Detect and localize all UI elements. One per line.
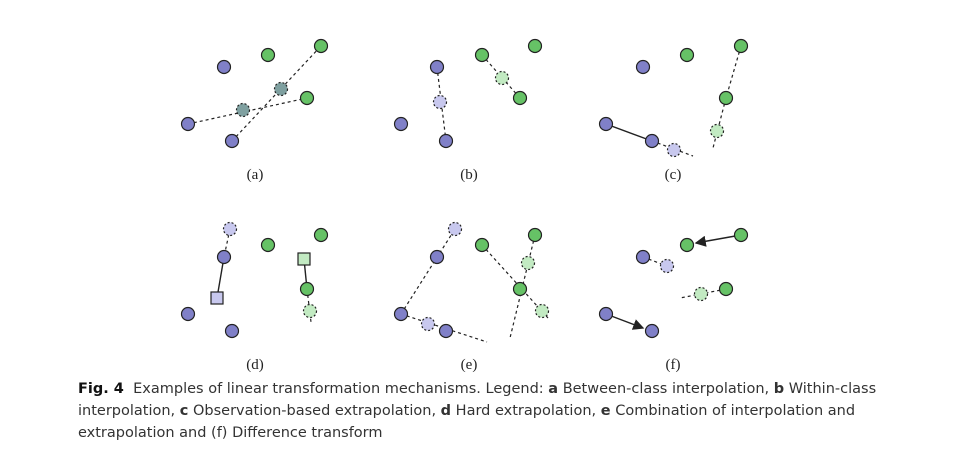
caption-intro: Examples of linear transformation mechan… [133, 381, 549, 397]
caption-item-text-b: Within-class interpolation, [78, 381, 877, 419]
caption-item-label-c: c [179, 403, 189, 419]
caption-item-label-d: d [440, 403, 452, 419]
caption-item-text-a: Between-class interpolation, [562, 381, 774, 397]
figure-canvas [180, 38, 749, 343]
panel-label-e: (e) [460, 357, 478, 373]
caption-item-label-b: b [773, 381, 785, 397]
panel-e [393, 221, 550, 343]
panel-label-c: (c) [664, 167, 682, 183]
caption-item-text-d: Hard extrapolation, [455, 403, 601, 419]
caption-item-label-a: a [548, 381, 559, 397]
panel-label-f: (f) [665, 357, 681, 373]
panel-label-d: (d) [246, 357, 264, 373]
figure-caption: Fig. 4 Examples of linear transformation… [78, 378, 878, 444]
panel-b [393, 38, 543, 149]
panel-d [180, 221, 329, 339]
caption-item-label-e: e [600, 403, 611, 419]
caption-item-text-e: Combination of interpolation and extrapo… [78, 403, 856, 441]
panel-c [598, 38, 749, 158]
caption-item-text-c: Observation-based extrapolation, [193, 403, 441, 419]
panel-label-a: (a) [246, 167, 264, 183]
panel-a [180, 38, 329, 149]
panel-f [598, 227, 749, 339]
caption-figure-label: Fig. 4 [78, 381, 124, 397]
panel-label-b: (b) [460, 167, 478, 183]
